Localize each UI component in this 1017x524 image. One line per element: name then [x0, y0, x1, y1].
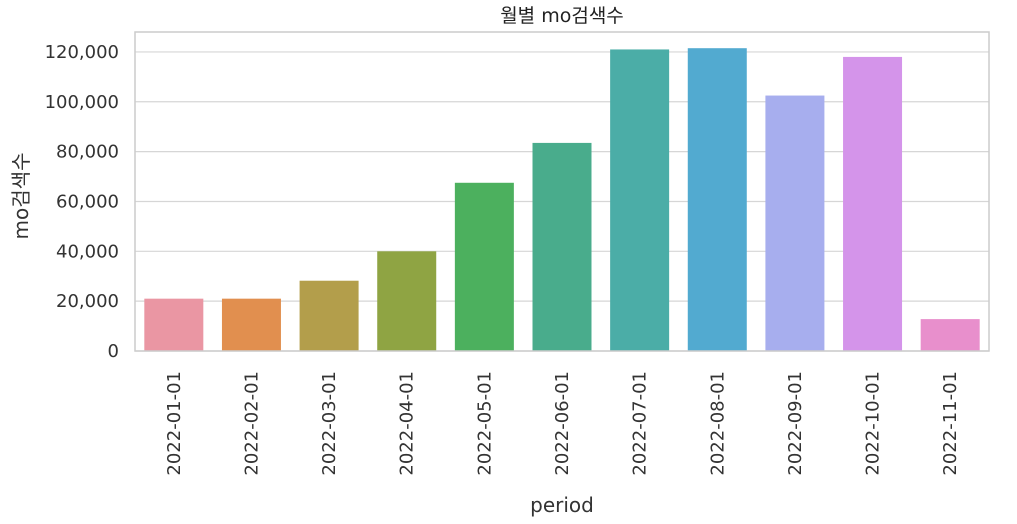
x-tick-label: 2022-02-01 — [241, 371, 262, 476]
y-tick-label: 80,000 — [56, 142, 119, 163]
x-tick-label: 2022-11-01 — [940, 371, 961, 476]
bars — [144, 48, 980, 351]
y-tick-label: 60,000 — [56, 191, 119, 212]
bar-2022-04-01 — [377, 251, 437, 351]
x-tick-label: 2022-05-01 — [474, 371, 495, 476]
bar-2022-11-01 — [920, 319, 980, 351]
x-tick-label: 2022-09-01 — [785, 371, 806, 476]
y-tick-label: 0 — [108, 341, 119, 362]
x-tick-label: 2022-06-01 — [552, 371, 573, 476]
x-tick-label: 2022-10-01 — [863, 371, 884, 476]
bar-2022-02-01 — [221, 298, 281, 351]
x-tick-label: 2022-03-01 — [319, 371, 340, 476]
x-tick-label: 2022-07-01 — [630, 371, 651, 476]
x-tick-label: 2022-01-01 — [164, 371, 185, 476]
bar-2022-10-01 — [843, 56, 903, 351]
y-tick-labels: 0 20,000 40,000 60,000 80,000 100,000 120,000 — [45, 42, 119, 362]
y-tick-label: 20,000 — [56, 291, 119, 312]
chart-title: 월별 mo검색수 — [500, 5, 624, 27]
plot-frame — [134, 31, 990, 352]
y-axis-label: mo검색수 — [9, 153, 33, 240]
y-tick-label: 100,000 — [45, 92, 119, 113]
bar-2022-03-01 — [299, 280, 359, 351]
y-tick-label: 40,000 — [56, 241, 119, 262]
x-tick-label: 2022-04-01 — [397, 371, 418, 476]
bar-2022-08-01 — [687, 48, 747, 351]
bar-2022-01-01 — [144, 298, 204, 351]
x-axis-label: period — [530, 493, 594, 517]
bar-2022-07-01 — [610, 49, 670, 351]
bar-2022-05-01 — [454, 182, 514, 351]
x-tick-labels: 2022-01-01 2022-02-01 2022-03-01 2022-04-01… — [164, 371, 961, 476]
y-tick-label: 120,000 — [45, 42, 119, 63]
x-tick-label: 2022-08-01 — [707, 371, 728, 476]
bar-2022-09-01 — [765, 95, 825, 351]
bar-2022-06-01 — [532, 142, 592, 351]
